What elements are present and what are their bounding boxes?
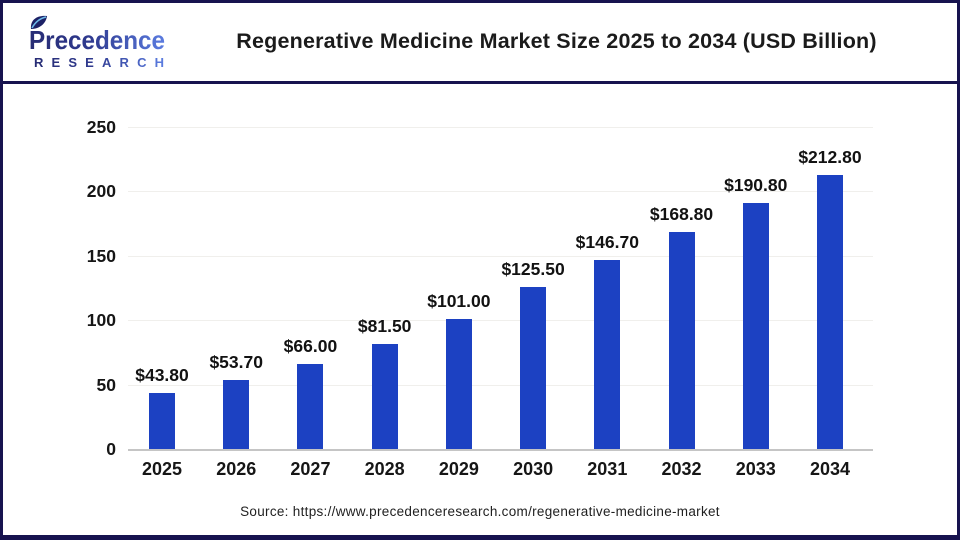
y-tick-label: 50 [96,374,116,395]
bar [149,392,175,449]
bar-value-label: $81.50 [357,316,412,337]
bar-value-label: $125.50 [501,259,565,280]
bar [742,203,769,449]
bar-value-label: $66.00 [283,336,338,356]
logo-leaf-icon [30,15,47,29]
source-text: Source: https://www.precedenceresearch.c… [240,504,720,519]
bar [816,174,843,449]
bar-value-label: $212.80 [798,146,862,167]
y-tick-label: 0 [106,439,116,459]
gridline [128,127,873,128]
logo-brand-text: Precedence [29,25,165,55]
x-tick-label: 2027 [290,459,331,479]
bar-value-label: $101.00 [427,290,491,311]
bar [520,287,547,449]
y-tick-label: 100 [86,310,116,331]
y-tick-label: 200 [86,181,116,202]
bar [594,260,621,449]
x-tick-label: 2025 [141,459,183,479]
x-tick-label: 2032 [661,459,702,479]
bar [668,231,695,449]
x-tick-label: 2034 [809,459,850,479]
gridline [128,255,873,257]
precedence-research-logo: Precedence RESEARCH [29,15,165,70]
logo-sub-text: RESEARCH [34,55,164,70]
chart-title: Regenerative Medicine Market Size 2025 t… [236,29,877,53]
bar [371,344,398,449]
bar [445,318,472,449]
bar-value-label: $146.70 [575,232,639,253]
bar-value-label: $190.80 [724,175,788,196]
x-tick-label: 2028 [364,459,405,479]
y-tick-label: 250 [86,117,116,137]
x-tick-label: 2030 [513,459,554,479]
bar-value-label: $53.70 [209,351,263,372]
x-tick-label: 2029 [438,459,479,479]
gridline [128,191,873,193]
x-tick-label: 2031 [587,459,628,479]
header: Precedence RESEARCH Regenerative Medicin… [3,3,957,84]
x-tick-label: 2033 [735,459,776,479]
bar [297,364,324,449]
y-axis-labels: 0 50 100 150 200 250 [43,117,116,459]
chart-plot: $43.80 $53.70 $66.00 $81.50 $101.00 $125.50 $1… [128,127,873,451]
x-tick-label: 2026 [216,459,257,479]
y-tick-label: 150 [86,245,116,266]
bar-value-label: $43.80 [135,364,189,385]
bar [223,379,250,449]
x-axis-labels: 2025 2026 2027 2028 2029 2030 2031 2032 2033 2034 [128,459,873,485]
gridline [128,384,873,386]
gridline [128,320,873,322]
bar-value-label: $168.80 [649,203,714,224]
